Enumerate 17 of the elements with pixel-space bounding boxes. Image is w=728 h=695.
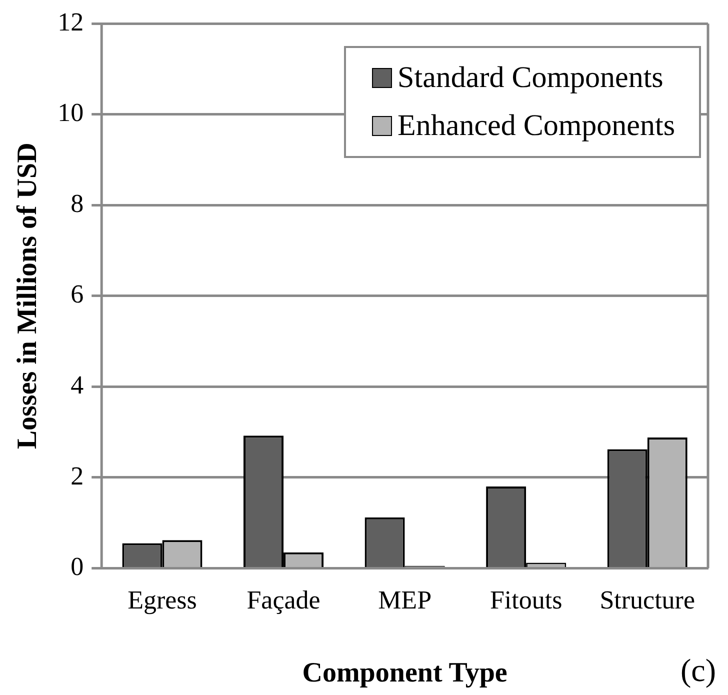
y-axis-title: Losses in Millions of USD: [12, 142, 44, 450]
legend-label: Standard Components: [398, 61, 664, 95]
y-tick-label: 6: [70, 280, 84, 309]
x-tick-label: Structure: [600, 586, 696, 615]
x-tick-label: MEP: [378, 586, 432, 615]
y-tick-label: 12: [58, 7, 84, 36]
y-tick-label: 10: [58, 98, 84, 128]
text: (c): [680, 652, 716, 689]
y-tick-label: 4: [70, 370, 84, 400]
x-axis-title: Component Type: [302, 657, 508, 688]
x-tick-label: Egress: [128, 586, 197, 615]
x-tick-label: Fitouts: [490, 586, 562, 615]
y-tick-label: 0: [70, 552, 84, 582]
legend-label: Enhanced Components: [398, 109, 675, 143]
x-tick-label: Façade: [246, 586, 320, 615]
y-tick-label: 8: [70, 188, 84, 218]
y-tick-label: 2: [70, 461, 84, 490]
